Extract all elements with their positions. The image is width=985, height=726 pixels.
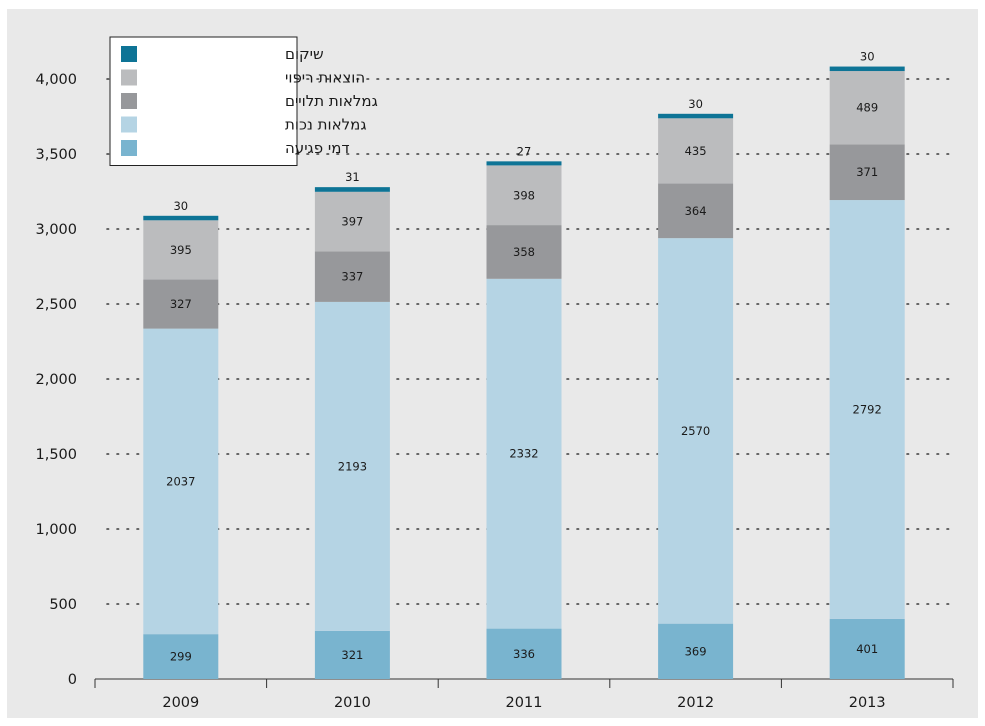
bar-segment <box>658 623 734 679</box>
data-label: 369 <box>685 644 707 658</box>
legend: שיקום הוצאות ריפוי גמלאות תלויים גמלאות נכו… <box>109 36 378 166</box>
bars <box>143 66 905 679</box>
data-label: 337 <box>341 270 363 284</box>
y-tick-label: 2,000 <box>35 372 77 388</box>
x-tick-label: 2010 <box>334 695 371 711</box>
bar-segment <box>486 225 562 279</box>
bar-segment <box>486 165 562 226</box>
legend-label: גמלאות תלויים <box>285 92 378 110</box>
legend-label: גמלאות נכות <box>285 116 367 134</box>
legend-swatch <box>121 69 137 86</box>
bar-segment <box>314 630 390 679</box>
data-label: 2193 <box>338 459 367 473</box>
legend-swatch <box>121 116 137 133</box>
stacked-bar-chart: 0 500 1,000 1,500 2,000 2,500 3,000 3,500 4,000 2… <box>35 36 954 711</box>
data-label: 2332 <box>509 447 538 461</box>
data-label: 398 <box>513 188 535 202</box>
x-tick-label: 2009 <box>162 695 199 711</box>
y-tick-label: 3,500 <box>35 147 77 163</box>
bar-segment <box>829 618 905 679</box>
x-tick-label: 2013 <box>849 695 886 711</box>
bar-segment <box>486 628 562 679</box>
bar-segment <box>314 191 390 252</box>
y-tick-label: 500 <box>49 597 77 613</box>
legend-swatch <box>121 93 137 109</box>
bar-segment <box>314 187 390 192</box>
y-tick-label: 4,000 <box>35 72 77 88</box>
data-label: 327 <box>170 297 192 311</box>
data-label: 30 <box>688 97 703 111</box>
bar-segment <box>658 118 734 184</box>
bar-segment <box>143 328 219 635</box>
data-label: 2570 <box>681 424 710 438</box>
data-label: 395 <box>170 243 192 257</box>
x-tick-label: 2011 <box>506 695 543 711</box>
bar-segment <box>829 71 905 145</box>
bar-segment <box>658 183 734 239</box>
bar-segment <box>314 301 390 631</box>
data-label: 364 <box>685 204 707 218</box>
legend-label: דמי פגיעה <box>285 139 350 157</box>
data-label: 2792 <box>853 402 882 416</box>
bar-segment <box>314 251 390 302</box>
data-label: 321 <box>341 648 363 662</box>
data-label: 30 <box>173 199 188 213</box>
data-label: 336 <box>513 647 535 661</box>
bar-segment <box>143 215 219 221</box>
y-tick-label: 2,500 <box>35 297 77 313</box>
data-label: 435 <box>685 144 707 158</box>
bar-segment <box>143 279 219 329</box>
data-label: 30 <box>860 50 875 64</box>
bar-segment <box>486 278 562 629</box>
legend-label: הוצאות ריפוי <box>285 69 365 87</box>
chart-panel: 0 500 1,000 1,500 2,000 2,500 3,000 3,500 4,000 2… <box>7 9 978 718</box>
y-tick-label: 0 <box>68 672 77 688</box>
x-tick-label: 2012 <box>677 695 714 711</box>
y-tick-label: 1,500 <box>35 447 77 463</box>
data-label: 358 <box>513 245 535 259</box>
legend-label: שיקום <box>285 45 324 63</box>
data-labels: 299 2037 327 395 30 321 2193 337 397 31 336 2332 358… <box>166 50 882 664</box>
data-label: 401 <box>856 642 878 656</box>
bar-segment <box>143 634 219 679</box>
legend-swatch <box>121 46 137 62</box>
data-label: 31 <box>345 170 360 184</box>
bar-segment <box>829 66 905 72</box>
y-tick-label: 1,000 <box>35 522 77 538</box>
bar-segment <box>829 144 905 201</box>
legend-swatch <box>121 140 137 156</box>
data-label: 371 <box>856 165 878 179</box>
data-label: 397 <box>341 215 363 229</box>
bar-segment <box>658 113 734 119</box>
data-label: 299 <box>170 650 192 664</box>
data-label: 2037 <box>166 474 195 488</box>
bar-segment <box>486 161 562 166</box>
y-tick-label: 3,000 <box>35 222 77 238</box>
bar-segment <box>143 220 219 280</box>
bar-segment <box>658 238 734 624</box>
axes: 0 500 1,000 1,500 2,000 2,500 3,000 3,500 4,000 2… <box>35 72 954 711</box>
legend-box <box>109 36 298 166</box>
data-label: 27 <box>517 144 532 158</box>
data-label: 489 <box>856 101 878 115</box>
bar-segment <box>829 200 905 619</box>
